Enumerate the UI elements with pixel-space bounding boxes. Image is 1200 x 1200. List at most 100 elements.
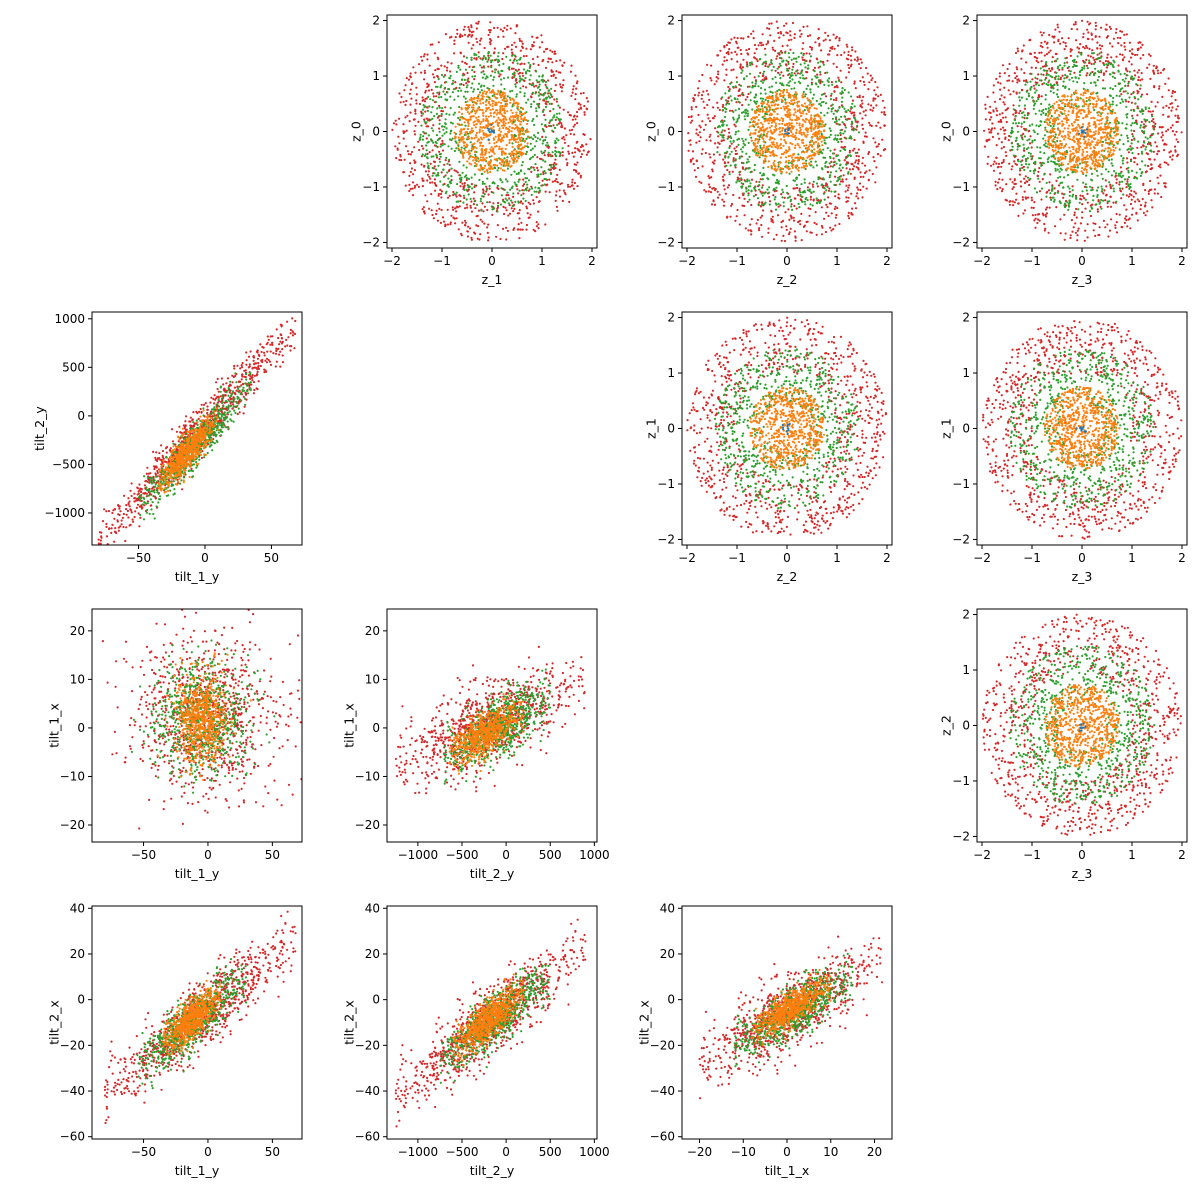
data-point	[766, 130, 770, 133]
data-point	[800, 133, 803, 136]
data-point	[724, 192, 727, 195]
data-point	[524, 152, 528, 156]
data-point	[1038, 180, 1041, 183]
data-point	[567, 152, 571, 155]
data-point	[467, 188, 470, 191]
data-point	[785, 59, 788, 62]
data-point	[717, 77, 720, 80]
data-point	[498, 127, 501, 130]
data-point	[433, 165, 436, 168]
data-point	[481, 126, 484, 129]
data-point	[720, 139, 724, 142]
data-point	[745, 190, 748, 193]
data-point	[491, 70, 494, 73]
data-point	[726, 137, 729, 140]
data-point	[861, 162, 864, 165]
data-point	[409, 170, 412, 174]
data-point	[813, 221, 816, 224]
data-point	[741, 66, 745, 69]
data-point	[874, 80, 877, 84]
data-point	[426, 200, 429, 203]
data-point	[486, 87, 489, 90]
data-point	[832, 112, 835, 115]
data-point	[802, 25, 805, 28]
data-point	[1034, 66, 1037, 69]
data-point	[445, 156, 448, 159]
data-point	[833, 47, 836, 50]
data-point	[727, 53, 730, 56]
data-point	[459, 35, 462, 39]
data-point	[497, 60, 501, 63]
data-point	[1120, 170, 1123, 173]
data-point	[567, 185, 570, 188]
data-point	[1176, 140, 1180, 144]
data-point	[500, 163, 503, 166]
data-point	[570, 64, 573, 67]
data-point	[499, 140, 503, 143]
data-point	[1104, 226, 1107, 229]
data-point	[792, 113, 796, 117]
data-point	[531, 138, 535, 141]
data-point	[783, 139, 786, 142]
data-point	[833, 90, 836, 93]
data-point	[820, 49, 823, 52]
data-point	[729, 95, 732, 98]
data-point	[542, 172, 545, 176]
data-point	[458, 111, 461, 114]
data-point	[414, 124, 417, 127]
data-point	[497, 35, 500, 39]
data-point	[832, 33, 835, 36]
data-point	[1167, 115, 1170, 118]
data-point	[764, 64, 767, 68]
data-point	[537, 223, 540, 226]
data-point	[819, 117, 822, 120]
data-point	[467, 193, 470, 196]
data-point	[540, 150, 543, 153]
data-point	[521, 189, 524, 192]
data-point	[553, 98, 556, 101]
data-point	[739, 84, 743, 87]
data-point	[722, 179, 725, 182]
data-point	[409, 162, 412, 165]
data-point	[736, 37, 739, 40]
data-point	[484, 164, 487, 167]
data-point	[786, 31, 789, 35]
data-point	[465, 188, 468, 191]
data-point	[1038, 167, 1041, 170]
data-point	[821, 144, 824, 147]
data-point	[770, 59, 773, 62]
data-point	[818, 44, 821, 47]
data-point	[1090, 62, 1093, 66]
data-point	[509, 101, 512, 104]
data-point	[441, 139, 444, 143]
x-tick-label: −1	[433, 254, 451, 268]
data-point	[727, 184, 731, 187]
data-point	[455, 195, 458, 198]
data-point	[1119, 53, 1122, 56]
data-point	[518, 209, 521, 212]
data-point	[759, 178, 762, 181]
data-point	[418, 138, 422, 141]
data-point	[533, 145, 537, 148]
data-point	[812, 103, 815, 106]
data-point	[580, 153, 584, 156]
data-point	[809, 88, 812, 91]
data-point	[765, 155, 768, 158]
data-point	[557, 117, 560, 120]
data-point	[490, 129, 493, 132]
data-point	[531, 57, 535, 61]
data-point	[809, 126, 812, 129]
data-point	[714, 142, 717, 145]
data-point	[504, 178, 508, 181]
data-point	[726, 100, 729, 103]
data-point	[530, 136, 533, 139]
data-point	[418, 63, 421, 66]
data-point	[451, 91, 454, 94]
data-point	[805, 196, 808, 199]
data-point	[555, 163, 558, 166]
data-point	[758, 227, 761, 230]
data-point	[449, 130, 453, 133]
data-point	[1136, 114, 1139, 117]
data-point	[442, 90, 445, 93]
data-point	[583, 104, 586, 108]
